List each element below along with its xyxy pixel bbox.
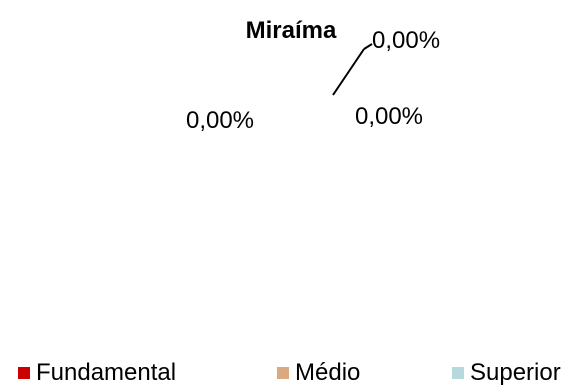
data-label-fundamental: 0,00% [372,27,440,54]
legend-swatch-superior [452,367,464,379]
legend-swatch-fundamental [18,367,30,379]
legend-item-fundamental: Fundamental [18,358,176,388]
legend-label-medio: Médio [295,359,361,386]
data-label-superior: 0,00% [186,107,254,134]
data-label-medio: 0,00% [355,103,423,130]
legend-label-superior: Superior [470,359,561,386]
legend: Fundamental Médio Superior [0,358,576,388]
leader-line-fundamental [332,48,365,96]
leader-line-fundamental-tail [363,43,373,50]
legend-label-fundamental: Fundamental [36,359,177,386]
chart-title: Miraíma [246,17,337,44]
legend-item-superior: Superior [452,358,561,388]
legend-item-medio: Médio [277,358,360,388]
legend-swatch-medio [277,367,289,379]
